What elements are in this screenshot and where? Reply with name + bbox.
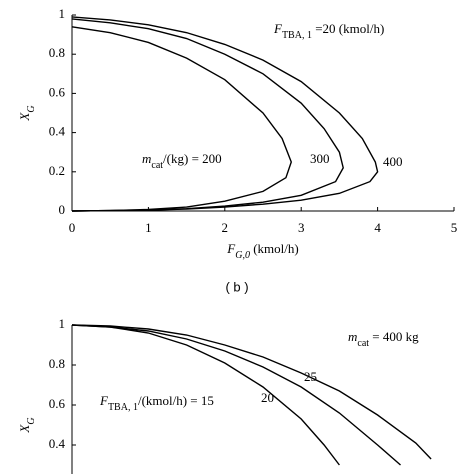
y-tick-label: 0.6 <box>49 396 66 411</box>
text-part: X <box>17 424 32 434</box>
annotation: FTBA, 1/(kmol/h) = 15 <box>99 393 214 413</box>
text-part: F <box>273 21 283 36</box>
annotation: FTBA, 1 =20 (kmol/h) <box>273 21 384 41</box>
text-part: F <box>226 241 236 256</box>
annotation: 400 <box>383 154 403 169</box>
x-tick-label: 2 <box>222 220 229 235</box>
y-axis-label: XG <box>17 105 37 121</box>
text-part: 25 <box>304 369 317 384</box>
text-part: TBA, 1 <box>282 30 312 41</box>
annotation: mcat = 400 kg <box>348 329 419 349</box>
text-part: =20 (kmol/h) <box>312 21 384 36</box>
x-tick-label: 3 <box>298 220 305 235</box>
y-tick-label: 0.8 <box>49 356 65 371</box>
y-tick-label: 1 <box>59 6 66 21</box>
y-tick-label: 0.4 <box>49 436 66 451</box>
caption: ( b ) <box>225 279 248 294</box>
text-part: = 400 kg <box>369 329 419 344</box>
text-part: G <box>26 105 37 112</box>
x-tick-label: 1 <box>145 220 152 235</box>
y-axis-label: XG <box>17 417 37 433</box>
text-part: F <box>99 393 109 408</box>
text-part: X <box>17 112 32 122</box>
text-part: G,0 <box>235 250 250 261</box>
y-tick-label: 1 <box>59 316 66 331</box>
text-part: G <box>26 417 37 424</box>
text-part: cat <box>357 338 369 349</box>
curve <box>71 26 293 212</box>
text-part: m <box>348 329 357 344</box>
y-tick-label: 0.2 <box>49 163 65 178</box>
annotation: 300 <box>310 151 330 166</box>
text-part: (kmol/h) <box>250 241 299 256</box>
curve <box>71 16 379 212</box>
text-part: 400 <box>383 154 403 169</box>
y-tick-label: 0.8 <box>49 45 65 60</box>
x-tick-label: 5 <box>451 220 458 235</box>
y-tick-label: 0.4 <box>49 124 66 139</box>
annotation: 25 <box>304 369 317 384</box>
annotation: mcat/(kg) = 200 <box>142 151 222 171</box>
x-tick-label: 0 <box>69 220 76 235</box>
text-part: 300 <box>310 151 330 166</box>
text-part: /(kg) = 200 <box>163 151 222 166</box>
text-part: TBA, 1 <box>108 402 138 413</box>
text-part: cat <box>151 160 163 171</box>
curve <box>71 18 344 212</box>
y-tick-label: 0 <box>59 202 66 217</box>
text-part: /(kmol/h) = 15 <box>138 393 214 408</box>
x-axis-label: FG,0 (kmol/h) <box>226 241 298 261</box>
text-part: 20 <box>261 390 274 405</box>
text-part: m <box>142 151 151 166</box>
y-tick-label: 0.6 <box>49 84 66 99</box>
curve <box>71 324 401 466</box>
curve <box>71 324 432 460</box>
annotation: 20 <box>261 390 274 405</box>
x-tick-label: 4 <box>374 220 381 235</box>
